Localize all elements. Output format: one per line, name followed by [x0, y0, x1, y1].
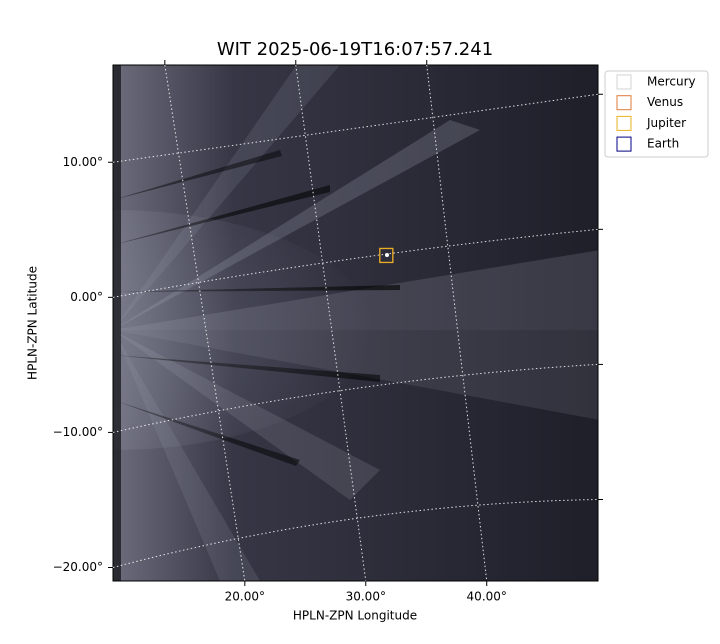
x-tick-label: 20.00° — [225, 590, 265, 604]
plot-frame — [112, 64, 599, 582]
grid-line — [112, 498, 599, 568]
legend-swatch — [616, 95, 632, 111]
legend-label: Venus — [647, 95, 683, 109]
grid-line — [426, 64, 488, 582]
grid-line — [295, 64, 367, 582]
legend-swatch — [616, 74, 632, 90]
y-axis-label: HPLN-ZPN Latitude — [26, 266, 40, 380]
object-marker — [379, 247, 394, 264]
y-tick-label: 10.00° — [63, 155, 103, 169]
x-axis-label: HPLN-ZPN Longitude — [293, 609, 417, 623]
grid-line — [112, 363, 599, 433]
chart-title: WIT 2025-06-19T16:07:57.241 — [217, 39, 493, 60]
legend-label: Earth — [647, 137, 679, 151]
grid-line — [112, 93, 599, 163]
y-tick-label: −20.00° — [53, 560, 103, 574]
image — [113, 65, 598, 581]
x-tick-label: 30.00° — [346, 590, 386, 604]
y-tick-label: −10.00° — [53, 425, 103, 439]
y-tick-label: 0.00° — [70, 290, 103, 304]
legend-swatch — [616, 115, 632, 131]
grid-line — [164, 64, 246, 582]
legend-box — [604, 70, 709, 158]
x-tick-label: 40.00° — [467, 590, 507, 604]
legend: Mercury Venus Jupiter Earth — [604, 70, 709, 158]
legend-label: Mercury — [647, 75, 696, 89]
legend-swatch — [616, 136, 632, 152]
legend-label: Jupiter — [646, 116, 686, 130]
